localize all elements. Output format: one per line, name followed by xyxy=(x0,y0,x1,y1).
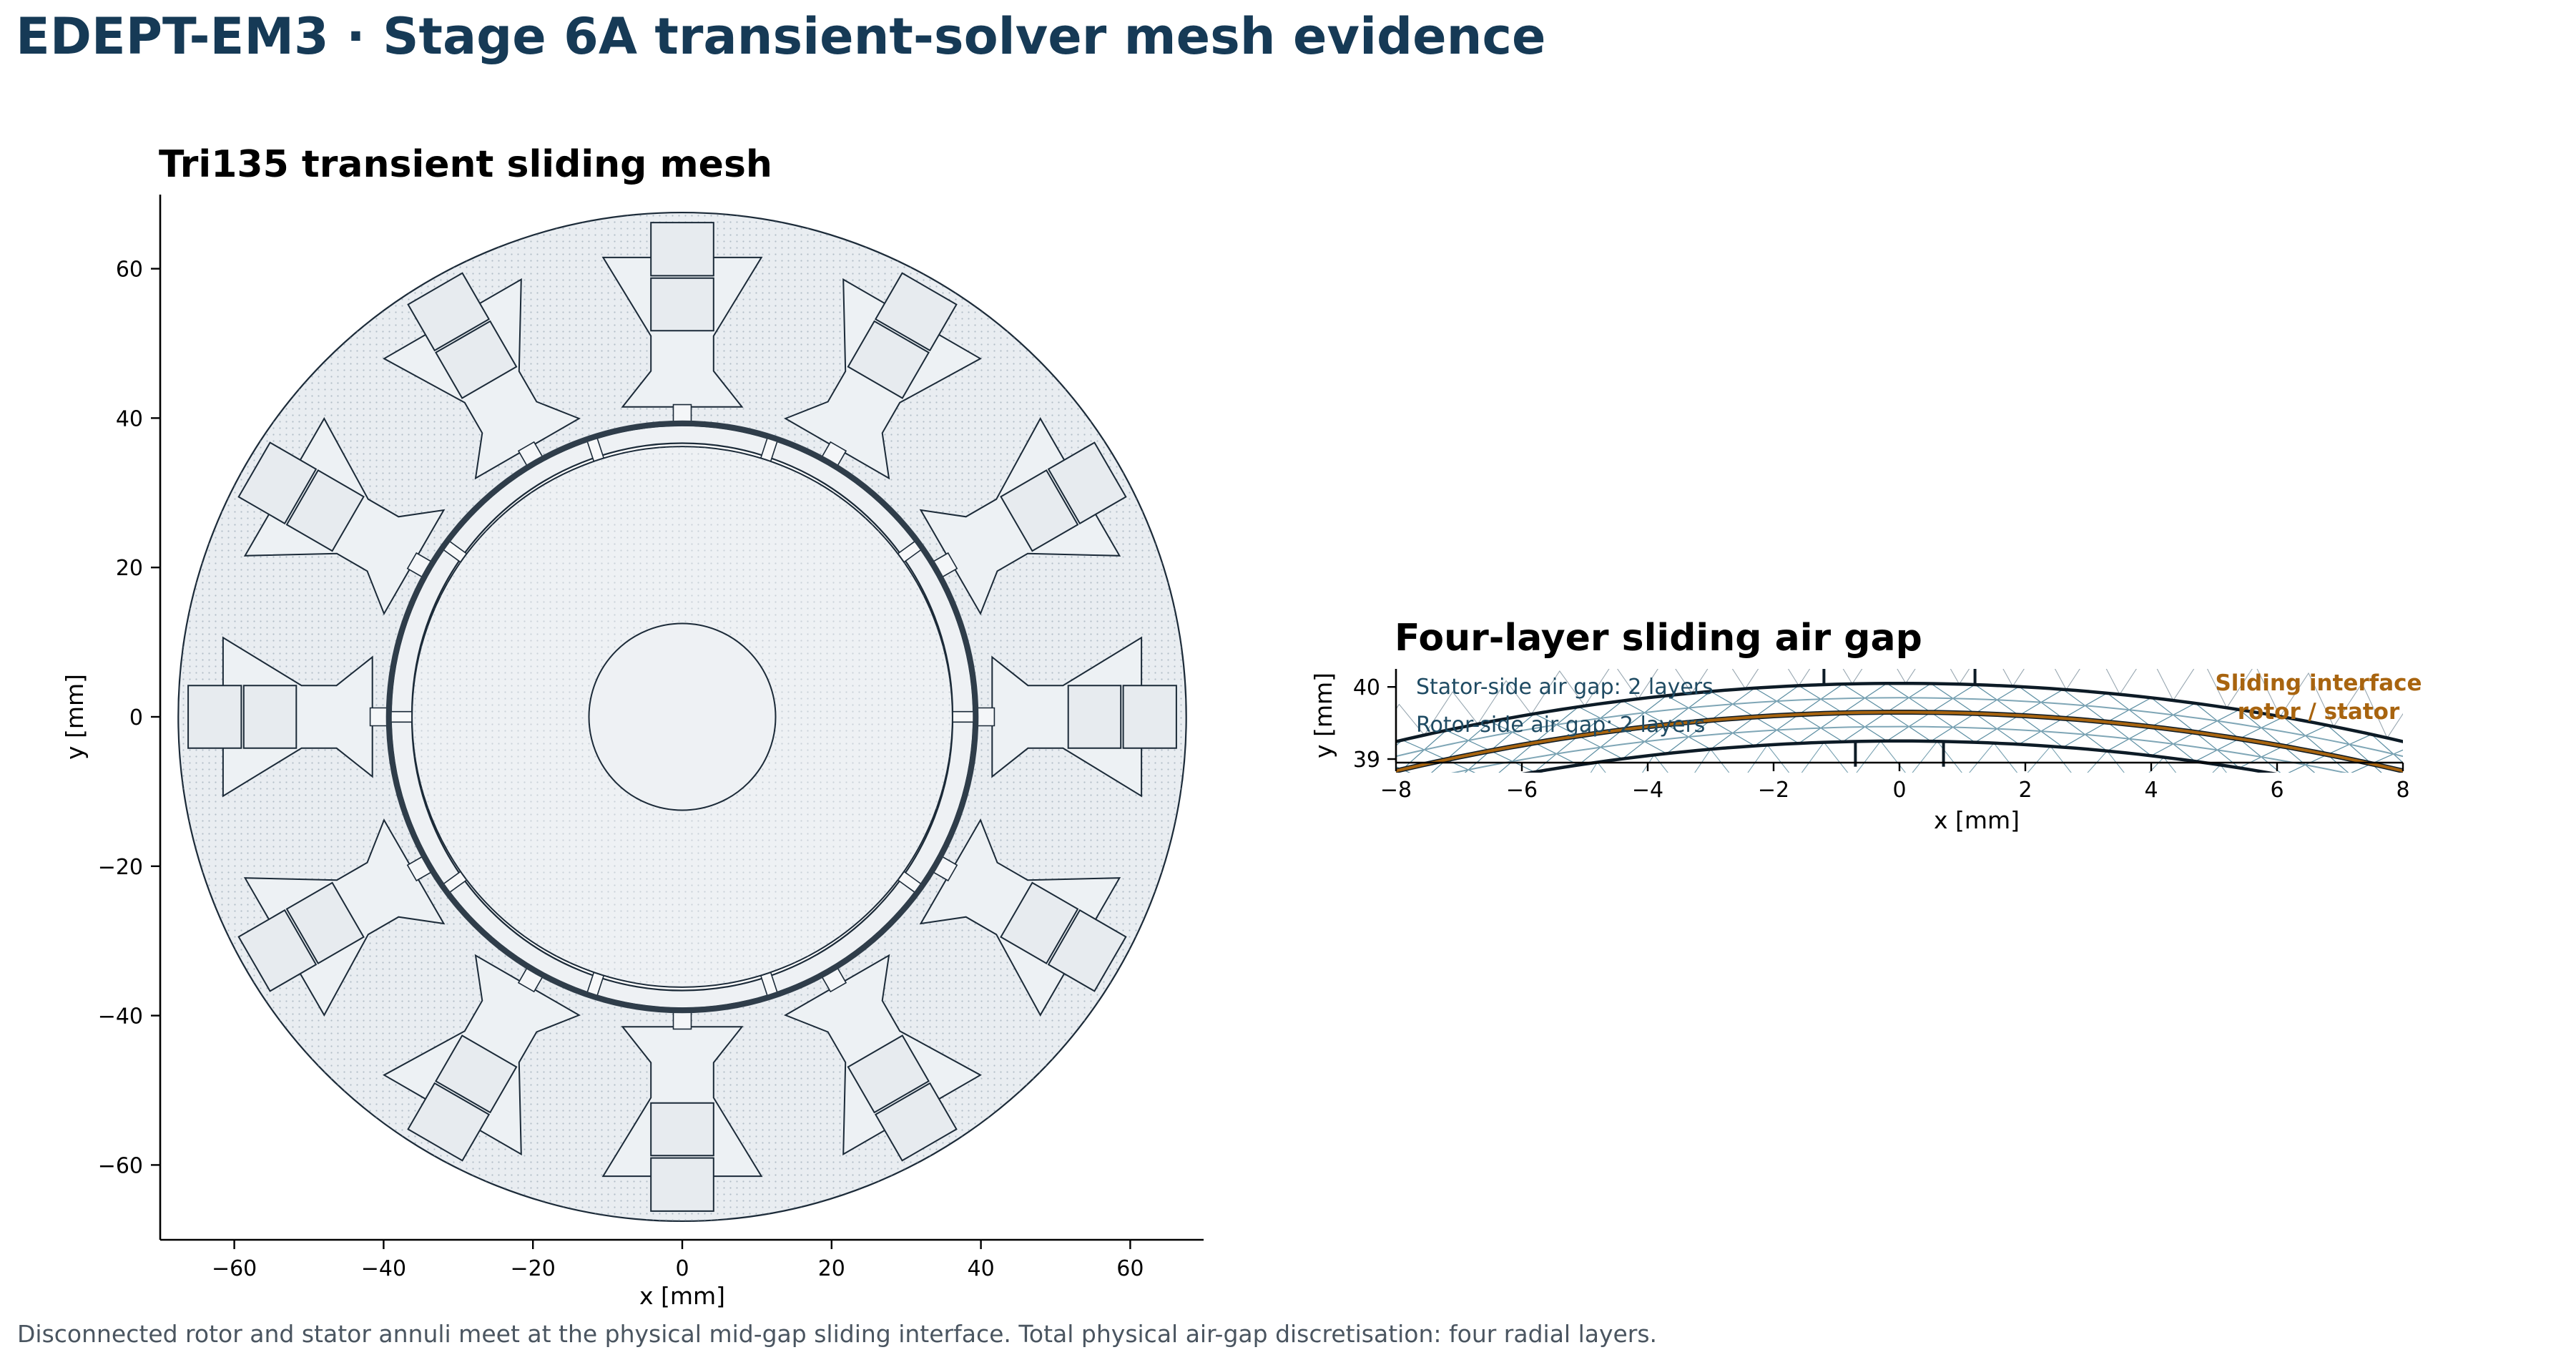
right-x-axis-label: x [mm] xyxy=(1934,806,2020,834)
coil-side xyxy=(874,272,958,352)
right-x-tick-label: −8 xyxy=(1380,778,1412,803)
sliding-interface-annotation: Sliding interface xyxy=(2215,670,2422,696)
left-x-tick-label: −40 xyxy=(361,1256,406,1281)
left-x-tick-label: −20 xyxy=(511,1256,556,1281)
coil-side xyxy=(1000,469,1079,552)
left-y-tick-label: −60 xyxy=(98,1153,143,1178)
right-x-tick-label: 6 xyxy=(2270,778,2284,803)
left-y-tick-label: −20 xyxy=(98,855,143,880)
left-x-axis-label: x [mm] xyxy=(639,1282,725,1310)
stator-slot xyxy=(601,998,763,1212)
right-x-tick-label: 2 xyxy=(2018,778,2032,803)
stator-mid-layer-line xyxy=(1396,697,2403,758)
air-gap-mesh xyxy=(1396,669,2403,773)
stator-slot xyxy=(784,272,982,480)
right-x-tick-label: 4 xyxy=(2144,778,2158,803)
coil-side xyxy=(650,1102,714,1157)
right-axes: −8 −6 −4 −2 0 2 4 6 8 39 40 xyxy=(1353,669,2410,803)
right-x-tick-label: −6 xyxy=(1506,778,1538,803)
left-y-tick-label: −40 xyxy=(98,1004,143,1029)
stator-mesh-texture xyxy=(178,212,1186,1221)
coil-side xyxy=(650,1157,714,1212)
page-title: EDEPT-EM3 · Stage 6A transient-solver me… xyxy=(16,7,1546,66)
rotor-mid-layer-line xyxy=(1450,725,2349,773)
coil-side xyxy=(874,1082,958,1162)
coil-side xyxy=(1047,909,1127,992)
left-axes: −60 −40 −20 0 20 40 60 −60 −40 −20 0 20 40 60 xyxy=(98,195,1204,1281)
stator-slot xyxy=(237,818,446,1017)
left-x-tick-label: 40 xyxy=(968,1256,995,1281)
coil-side xyxy=(1067,685,1122,749)
coil-side xyxy=(407,272,491,352)
right-panel-title: Four-layer sliding air gap xyxy=(1395,617,1922,660)
stator-bore-boundary xyxy=(1396,681,2403,743)
right-y-axis-label: y [mm] xyxy=(1309,672,1337,758)
left-x-tick-label: −60 xyxy=(212,1256,257,1281)
coil-side xyxy=(237,909,318,992)
coil-side xyxy=(407,1082,491,1162)
stator-slot xyxy=(601,222,763,436)
left-y-tick-label: 60 xyxy=(116,258,143,283)
stator-side-annotation: Stator-side air gap: 2 layers xyxy=(1416,675,1714,700)
air-gap-band xyxy=(385,420,979,1014)
right-x-tick-label: −2 xyxy=(1758,778,1789,803)
left-panel-title: Tri135 transient sliding mesh xyxy=(159,143,772,186)
stator-slot xyxy=(784,954,982,1162)
coil-side xyxy=(1047,441,1127,525)
left-y-axis-label: y [mm] xyxy=(61,674,89,760)
coil-side xyxy=(285,469,365,552)
coil-side xyxy=(435,1034,518,1114)
rotor-bridge xyxy=(390,710,413,723)
coil-side xyxy=(1000,881,1079,964)
coil-side xyxy=(1122,685,1177,749)
coil-side xyxy=(187,685,242,749)
coil-side xyxy=(435,320,518,399)
left-y-tick-label: 40 xyxy=(116,406,143,431)
footer-caption: Disconnected rotor and stator annuli mee… xyxy=(17,1320,1658,1348)
stator-slot xyxy=(187,636,401,798)
air-gap-zoom-plot: −8 −6 −4 −2 0 2 4 6 8 39 40 Stator-side air gap: 2… xyxy=(1309,669,2422,834)
left-y-tick-label: 20 xyxy=(116,556,143,581)
right-x-tick-label: −4 xyxy=(1632,778,1663,803)
machine-geometry xyxy=(177,212,1187,1222)
left-x-tick-label: 20 xyxy=(818,1256,845,1281)
sliding-interface-annotation-sub: rotor / stator xyxy=(2238,699,2400,725)
rotor-bridge xyxy=(952,710,974,723)
coil-side xyxy=(847,320,930,399)
rotor-side-annotation: Rotor-side air gap: 2 layers xyxy=(1416,713,1705,738)
stator-slot xyxy=(237,417,446,615)
left-x-tick-label: 0 xyxy=(675,1256,689,1281)
rotor-surface-boundary xyxy=(1522,739,2277,773)
coil-side xyxy=(847,1034,930,1114)
right-y-tick-label: 40 xyxy=(1353,675,1380,700)
coil-side xyxy=(285,881,365,964)
coil-side xyxy=(650,222,714,277)
stator-slot xyxy=(963,636,1177,798)
coil-side xyxy=(242,685,298,749)
right-y-tick-label: 39 xyxy=(1353,748,1380,773)
coil-side xyxy=(237,441,318,525)
coil-side xyxy=(650,277,714,332)
shaft xyxy=(588,622,777,811)
right-x-tick-label: 8 xyxy=(2396,778,2409,803)
sliding-interface-line xyxy=(1396,710,2403,773)
left-x-tick-label: 60 xyxy=(1116,1256,1144,1281)
right-x-tick-label: 0 xyxy=(1892,778,1906,803)
left-y-tick-label: 0 xyxy=(129,705,143,730)
